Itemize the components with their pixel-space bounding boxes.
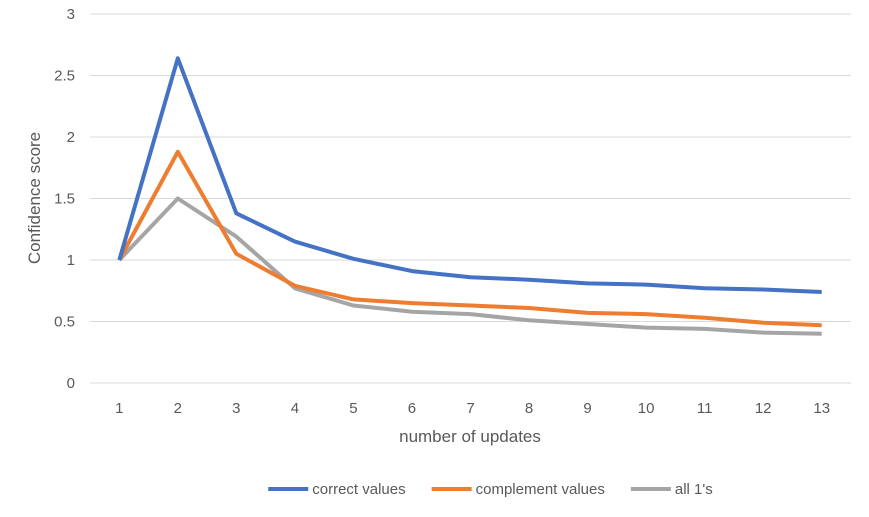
x-axis-title: number of updates	[399, 427, 541, 446]
y-tick-label: 1.5	[54, 191, 75, 208]
gridlines	[90, 13, 851, 384]
legend-item: correct values	[268, 481, 406, 498]
legend-item: complement values	[431, 481, 605, 498]
legend-item: all 1's	[630, 481, 713, 498]
y-tick-label: 0	[67, 375, 75, 392]
legend-label: all 1's	[675, 481, 713, 498]
x-tick-label: 6	[408, 400, 416, 417]
y-axis-title: Confidence score	[25, 132, 44, 264]
series-line-all-1-s	[117, 196, 822, 336]
legend: correct values complement values all 1's	[268, 481, 713, 498]
legend-label: correct values	[312, 481, 405, 498]
y-tick-label: 2	[67, 129, 75, 146]
y-axis-ticks: 0 0.5 1 1.5 2 2.5 3	[54, 6, 75, 392]
y-tick-label: 1	[67, 252, 75, 269]
y-tick-label: 3	[67, 6, 75, 23]
x-tick-label: 12	[755, 400, 772, 417]
x-tick-label: 7	[466, 400, 474, 417]
x-tick-label: 13	[813, 400, 830, 417]
legend-label: complement values	[476, 481, 605, 498]
x-tick-label: 1	[115, 400, 123, 417]
series-lines	[117, 56, 822, 336]
x-tick-label: 3	[232, 400, 240, 417]
y-tick-label: 2.5	[54, 68, 75, 85]
x-tick-label: 2	[174, 400, 182, 417]
x-tick-label: 4	[291, 400, 299, 417]
series-line-correct-values	[117, 56, 822, 294]
x-axis-ticks: 1 2 3 4 5 6 7 8 9 10 11 12 13	[115, 400, 830, 417]
y-tick-label: 0.5	[54, 314, 75, 331]
x-tick-label: 10	[638, 400, 655, 417]
x-tick-label: 5	[349, 400, 357, 417]
x-tick-label: 11	[697, 400, 713, 417]
x-tick-label: 9	[583, 400, 591, 417]
series-line-complement-values	[117, 149, 822, 328]
x-tick-label: 8	[525, 400, 533, 417]
